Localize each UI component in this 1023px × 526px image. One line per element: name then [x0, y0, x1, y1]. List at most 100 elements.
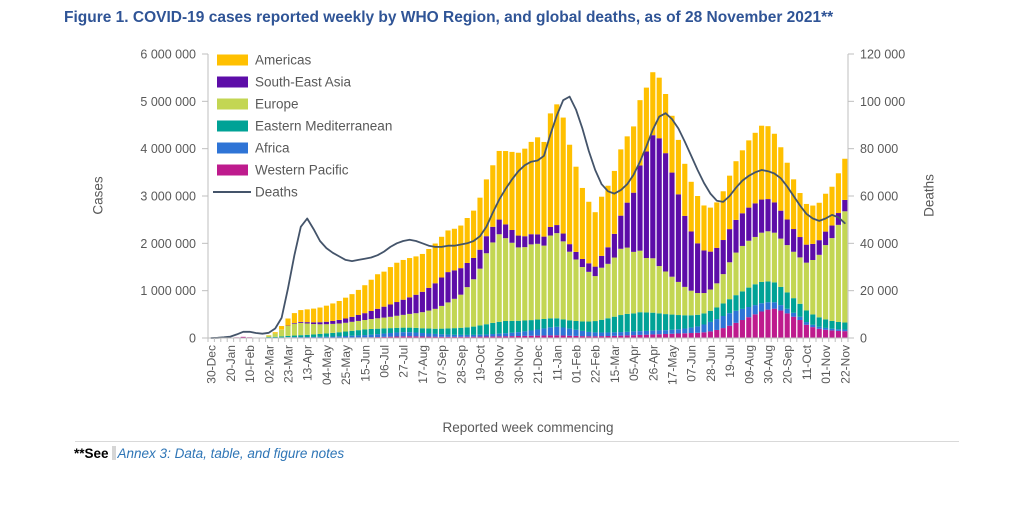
- bar-segment: [432, 243, 438, 284]
- bar-segment: [311, 334, 317, 337]
- bars-eastern-mediterranean: [266, 281, 848, 338]
- x-tick-label: 30-Aug: [762, 345, 776, 384]
- bar-segment: [362, 335, 368, 338]
- bar-segment: [279, 336, 285, 338]
- legend-label: South-East Asia: [255, 75, 352, 90]
- bar-segment: [688, 333, 694, 338]
- bar-segment: [746, 240, 752, 288]
- bar-segment: [803, 324, 809, 338]
- bar-segment: [362, 320, 368, 330]
- bar-segment: [797, 320, 803, 338]
- bar-segment: [503, 336, 509, 338]
- bar-segment: [528, 330, 534, 336]
- bar-segment: [554, 225, 560, 234]
- bar-segment: [541, 245, 547, 319]
- bar-segment: [541, 318, 547, 329]
- bar-segment: [605, 336, 611, 338]
- bar-segment: [477, 334, 483, 337]
- bar-segment: [317, 322, 323, 325]
- bar-segment: [413, 256, 419, 295]
- bar-segment: [675, 139, 681, 195]
- bar-segment: [797, 257, 803, 304]
- bar-segment: [765, 309, 771, 338]
- bar-segment: [541, 236, 547, 246]
- bar-segment: [707, 251, 713, 290]
- bar-segment: [464, 287, 470, 328]
- stacked-bars: [234, 72, 848, 338]
- bars-africa: [291, 302, 848, 338]
- bar-segment: [592, 212, 598, 267]
- bar-segment: [733, 161, 739, 220]
- bar-segment: [439, 277, 445, 306]
- bar-segment: [624, 247, 630, 314]
- bar-segment: [842, 158, 848, 200]
- x-tick-label: 28-Sep: [454, 345, 468, 384]
- bar-segment: [515, 247, 521, 321]
- bars-western-pacific: [234, 308, 848, 338]
- bar-segment: [483, 324, 489, 335]
- bar-segment: [336, 323, 342, 333]
- x-tick-label: 01-Feb: [570, 345, 584, 383]
- bar-segment: [522, 247, 528, 321]
- bar-segment: [842, 211, 848, 323]
- bar-segment: [650, 72, 656, 136]
- bar-segment: [304, 323, 310, 335]
- bar-segment: [682, 315, 688, 329]
- annex-link[interactable]: Annex 3: Data, table, and figure notes: [117, 446, 345, 461]
- bar-segment: [323, 324, 329, 334]
- bar-segment: [823, 319, 829, 328]
- bar-segment: [560, 327, 566, 336]
- bar-segment: [471, 336, 477, 338]
- bar-segment: [535, 234, 541, 244]
- bar-segment: [618, 248, 624, 316]
- bar-segment: [637, 331, 643, 335]
- bar-segment: [791, 298, 797, 313]
- bar-segment: [464, 327, 470, 335]
- bar-segment: [688, 327, 694, 334]
- bar-segment: [631, 335, 637, 338]
- bar-segment: [579, 330, 585, 337]
- bar-segment: [535, 329, 541, 336]
- legend-label: Europe: [255, 97, 299, 112]
- bar-segment: [387, 316, 393, 329]
- bar-segment: [528, 244, 534, 321]
- bar-segment: [637, 165, 643, 251]
- bar-segment: [515, 320, 521, 333]
- bar-segment: [618, 332, 624, 336]
- bar-segment: [727, 175, 733, 230]
- bar-segment: [771, 202, 777, 233]
- bar-segment: [759, 125, 765, 200]
- bar-segment: [291, 313, 297, 324]
- bar-segment: [291, 335, 297, 338]
- bar-segment: [483, 334, 489, 337]
- bar-segment: [419, 291, 425, 313]
- bar-segment: [343, 322, 349, 332]
- bar-segment: [656, 334, 662, 338]
- bar-segment: [784, 219, 790, 246]
- x-tick-label: 19-Jul: [723, 345, 737, 378]
- bar-segment: [547, 327, 553, 336]
- legend-item-americas: Americas: [217, 53, 312, 68]
- y-axis-title-deaths: Deaths: [921, 174, 937, 217]
- x-axis-title: Reported week commencing: [442, 420, 614, 435]
- bar-segment: [835, 173, 841, 214]
- bar-segment: [522, 236, 528, 248]
- bar-segment: [490, 322, 496, 335]
- bar-segment: [477, 268, 483, 326]
- bar-segment: [464, 218, 470, 263]
- bar-segment: [771, 302, 777, 309]
- bar-segment: [439, 236, 445, 278]
- bar-segment: [663, 153, 669, 272]
- bar-segment: [362, 285, 368, 314]
- bar-segment: [471, 326, 477, 335]
- bar-segment: [778, 310, 784, 338]
- y-left-tick-label: 6 000 000: [140, 48, 196, 62]
- bar-segment: [477, 325, 483, 335]
- bar-segment: [823, 231, 829, 246]
- bar-segment: [560, 335, 566, 338]
- bar-segment: [765, 281, 771, 303]
- bar-segment: [304, 337, 310, 338]
- bar-segment: [656, 266, 662, 314]
- bar-segment: [675, 194, 681, 282]
